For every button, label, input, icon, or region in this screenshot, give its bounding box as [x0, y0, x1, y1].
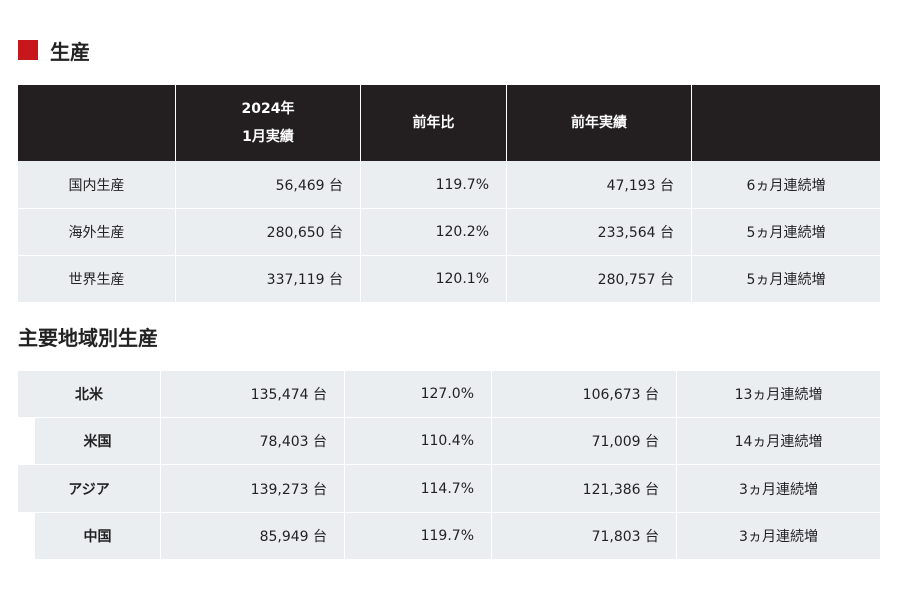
current-value: 85,949 台 [161, 513, 345, 560]
current-value: 280,650 台 [176, 209, 361, 256]
header-cell: 前年比 [361, 85, 507, 161]
row-label: 国内生産 [18, 161, 176, 209]
trend: 6ヵ月連続増 [692, 161, 880, 209]
yoy-ratio: 119.7% [345, 513, 492, 560]
trend: 3ヵ月連続増 [677, 465, 880, 513]
previous-value: 71,009 台 [492, 418, 677, 465]
previous-value: 121,386 台 [492, 465, 677, 513]
row-label: アジア [18, 465, 161, 513]
yoy-ratio: 119.7% [361, 161, 507, 209]
previous-value: 106,673 台 [492, 371, 677, 418]
current-value: 139,273 台 [161, 465, 345, 513]
previous-value: 71,803 台 [492, 513, 677, 560]
yoy-ratio: 120.2% [361, 209, 507, 256]
yoy-ratio: 127.0% [345, 371, 492, 418]
header-cell: 2024年 1月実績 [176, 85, 361, 161]
row-label: 世界生産 [18, 256, 176, 303]
heading-text: 生産 [50, 39, 90, 64]
trend: 5ヵ月連続増 [692, 209, 880, 256]
section-heading: 生産 [18, 36, 90, 64]
current-value: 78,403 台 [161, 418, 345, 465]
trend: 13ヵ月連続増 [677, 371, 880, 418]
yoy-ratio: 114.7% [345, 465, 492, 513]
header-cell [18, 85, 176, 161]
current-value: 135,474 台 [161, 371, 345, 418]
region-table: 北米 135,474 台 127.0% 106,673 台 13ヵ月連続増米国 78,40… [18, 371, 880, 560]
section-heading: 主要地域別生産 [18, 326, 158, 350]
trend: 3ヵ月連続増 [677, 513, 880, 560]
previous-value: 233,564 台 [507, 209, 692, 256]
previous-value: 47,193 台 [507, 161, 692, 209]
row-label: 中国 [18, 513, 161, 560]
trend: 14ヵ月連続増 [677, 418, 880, 465]
header-cell [692, 85, 880, 161]
yoy-ratio: 110.4% [345, 418, 492, 465]
heading-marker [18, 40, 38, 60]
row-label: 米国 [18, 418, 161, 465]
current-value: 56,469 台 [176, 161, 361, 209]
trend: 5ヵ月連続増 [692, 256, 880, 303]
previous-value: 280,757 台 [507, 256, 692, 303]
yoy-ratio: 120.1% [361, 256, 507, 303]
header-cell: 前年実績 [507, 85, 692, 161]
row-label: 海外生産 [18, 209, 176, 256]
current-value: 337,119 台 [176, 256, 361, 303]
production-table: 2024年 1月実績 前年比 前年実績国内生産 56,469 台 119.7% 47,19… [18, 85, 880, 303]
row-label: 北米 [18, 371, 161, 418]
